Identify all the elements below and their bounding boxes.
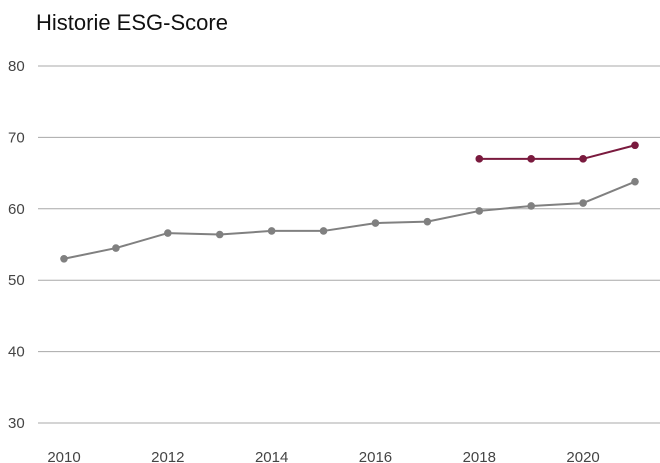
- chart-title: Historie ESG-Score: [36, 10, 228, 35]
- y-tick-label-70: 70: [8, 129, 25, 146]
- data-point-s1-2021: [631, 177, 639, 186]
- x-tick-label-2016: 2016: [359, 449, 392, 463]
- data-point-s1-2015: [319, 227, 328, 235]
- data-point-s2-2018: [475, 155, 484, 163]
- y-tick-label-50: 50: [8, 272, 25, 289]
- x-tick-label-2012: 2012: [151, 449, 184, 463]
- data-point-s1-2012: [164, 229, 172, 237]
- series-points: [60, 141, 639, 263]
- x-axis-ticks: 2010 2012 2014 2016 2018 2020: [47, 449, 599, 463]
- y-tick-label-80: 80: [8, 58, 25, 75]
- y-tick-label-60: 60: [8, 201, 25, 218]
- x-tick-label-2018: 2018: [463, 449, 496, 463]
- series-lines: [63, 144, 636, 260]
- data-point-s1-2017: [423, 217, 432, 226]
- data-point-s1-2018: [475, 207, 484, 215]
- data-point-s2-2021: [631, 141, 639, 150]
- data-point-s2-2020: [579, 155, 587, 163]
- data-point-s1-2019: [527, 202, 535, 210]
- grid-lines: [38, 65, 660, 424]
- data-point-s1-2020: [579, 199, 587, 207]
- data-point-s2-2019: [527, 155, 535, 163]
- data-point-s1-2014: [267, 227, 276, 235]
- data-point-s1-2013: [215, 230, 224, 239]
- x-tick-label-2014: 2014: [255, 449, 288, 463]
- series-line-2: [479, 144, 636, 160]
- y-tick-label-30: 30: [8, 415, 25, 432]
- data-point-s1-2011: [112, 244, 120, 252]
- y-tick-label-40: 40: [8, 344, 25, 361]
- x-tick-label-2020: 2020: [566, 449, 599, 463]
- data-point-s1-2010: [60, 254, 68, 263]
- data-point-s1-2016: [371, 219, 380, 227]
- x-tick-label-2010: 2010: [47, 449, 80, 463]
- series-line-1: [63, 180, 636, 260]
- y-axis-ticks: 30 40 50 60 70 80: [8, 58, 25, 432]
